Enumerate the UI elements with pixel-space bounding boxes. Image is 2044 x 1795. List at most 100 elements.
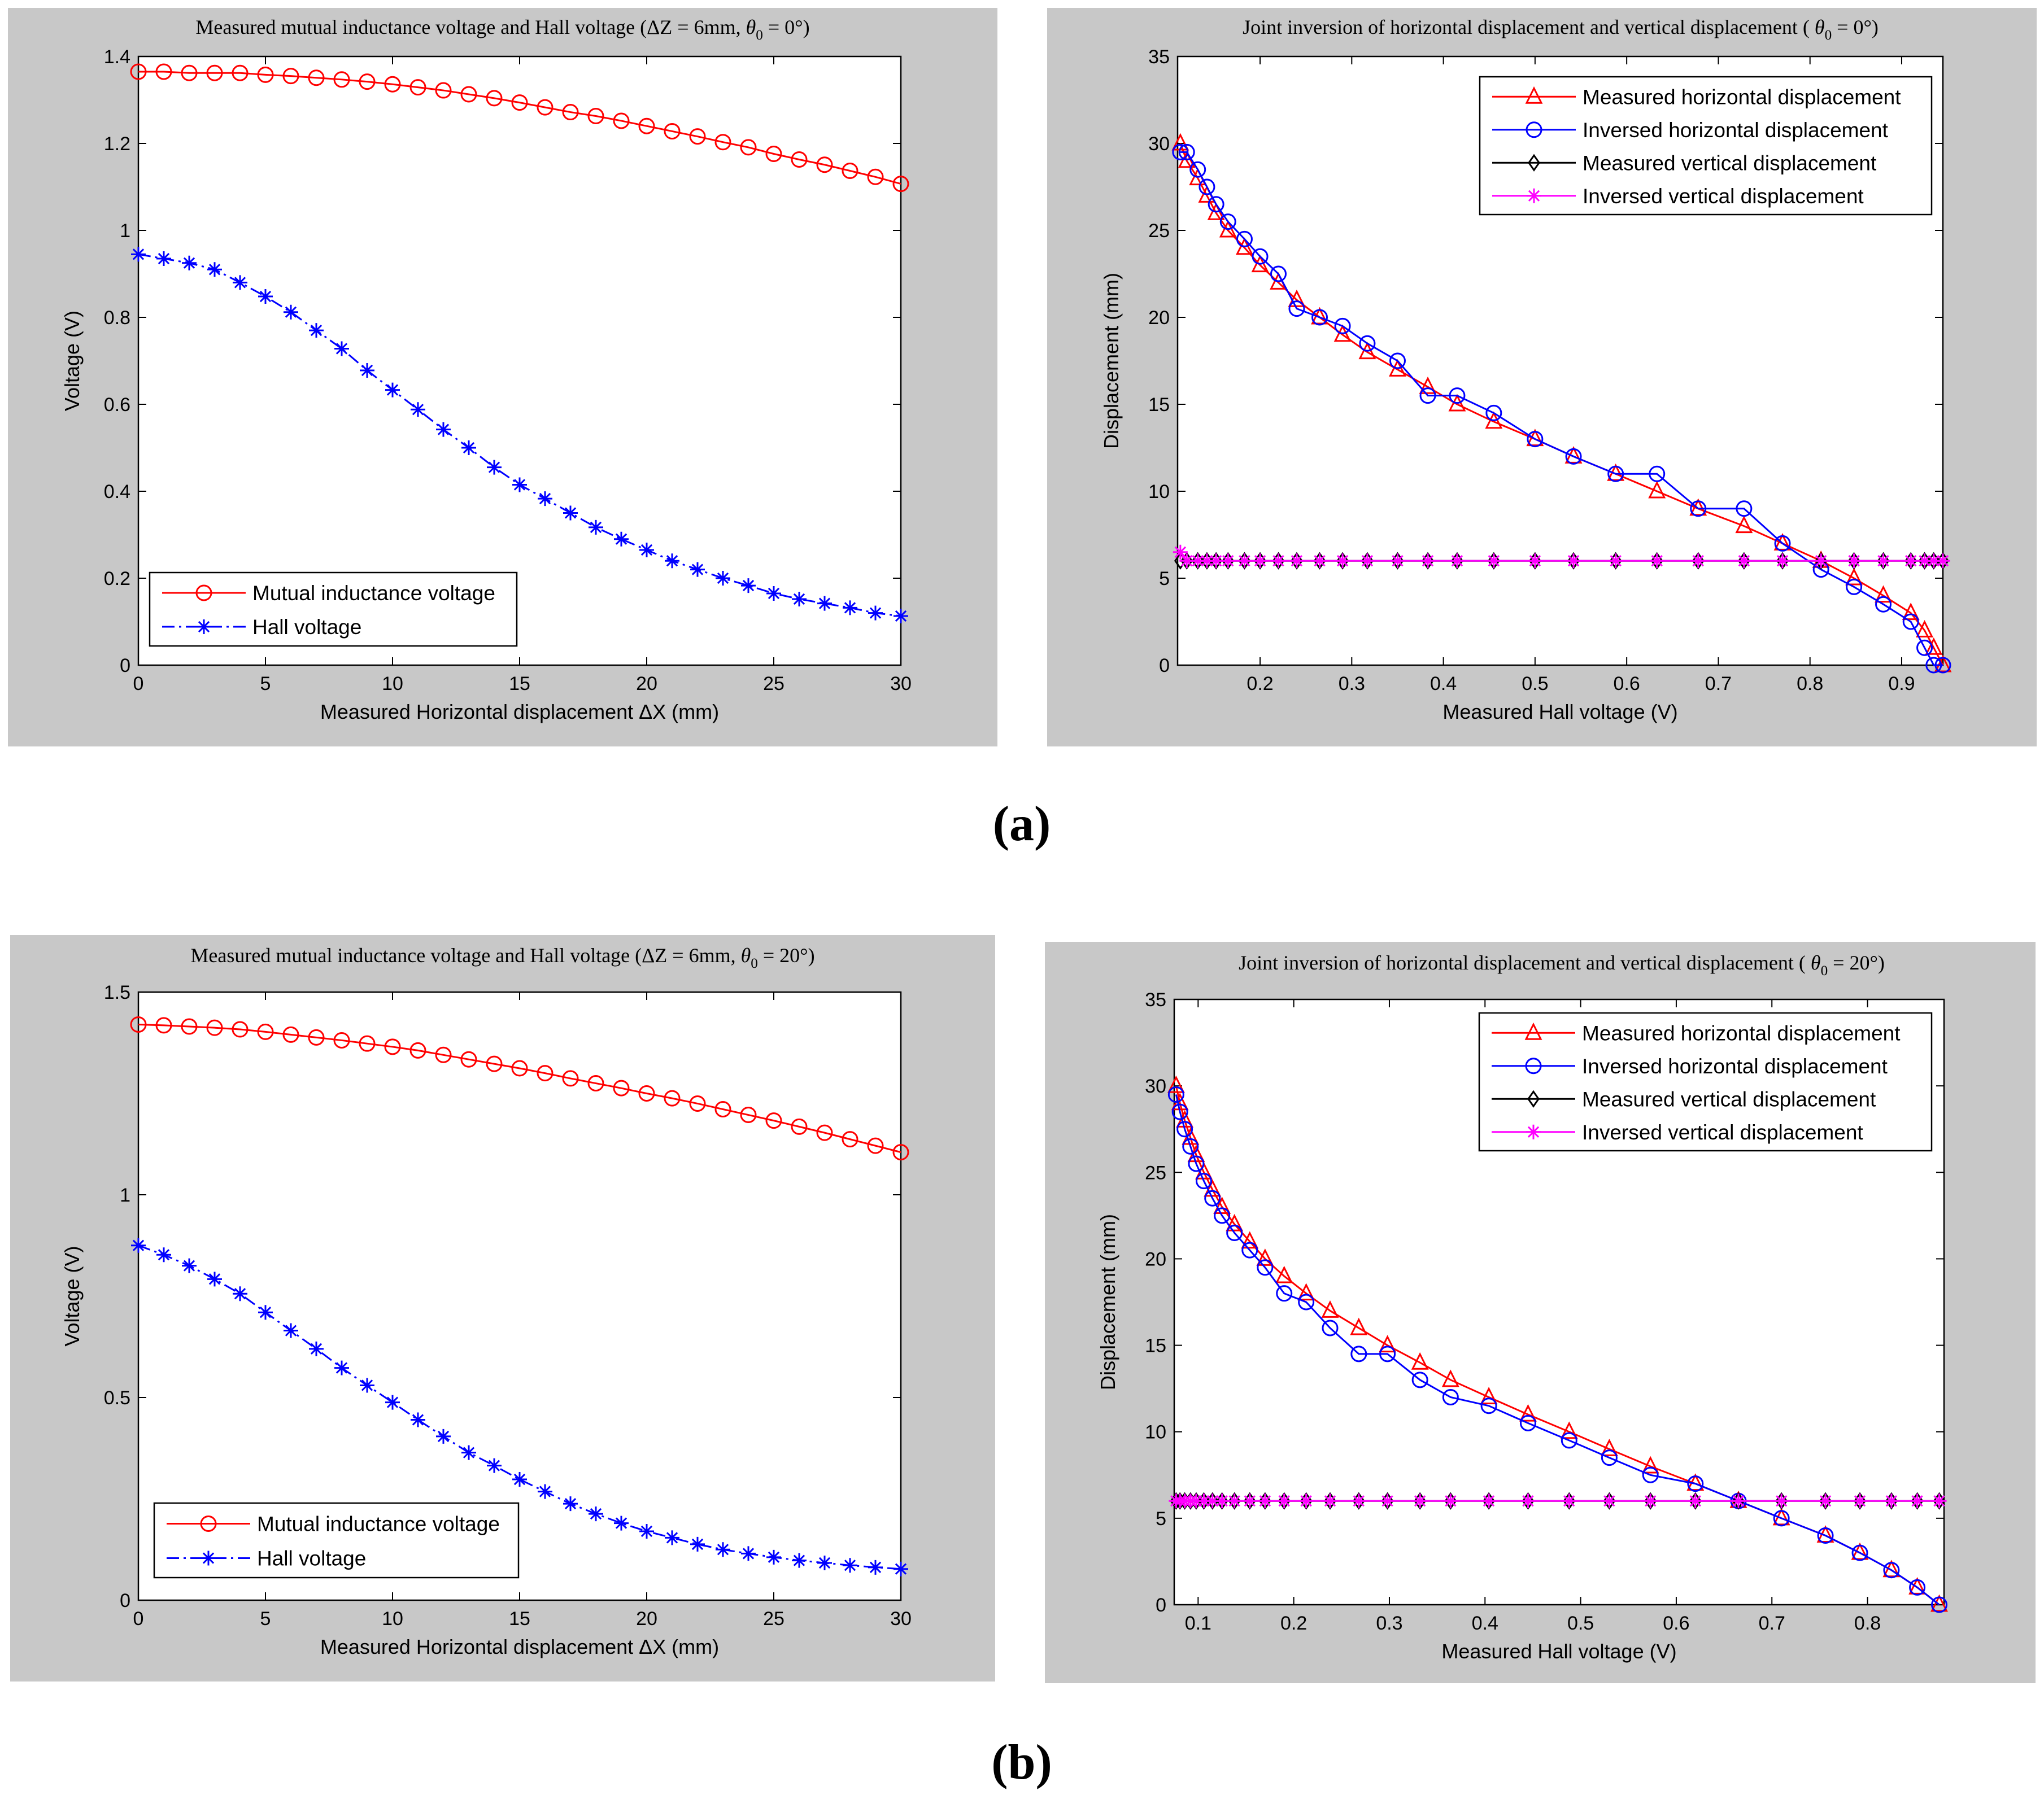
x-tick-label: 10 [382, 1608, 403, 1630]
data-point [638, 1085, 655, 1102]
data-point [1875, 596, 1892, 613]
data-point [766, 1549, 781, 1565]
legend-marker [200, 1516, 217, 1532]
data-point [665, 1530, 679, 1545]
data-point [1643, 1493, 1658, 1509]
data-point [181, 1018, 198, 1035]
data-point [1925, 637, 1943, 655]
y-tick-label: 0.5 [104, 1387, 130, 1409]
legend-marker [1526, 1124, 1541, 1139]
data-point [1736, 553, 1751, 569]
data-point [1358, 342, 1376, 360]
data-point [1917, 553, 1932, 569]
x-tick-label: 15 [509, 1608, 530, 1630]
data-point [1419, 376, 1437, 394]
x-tick-label: 15 [509, 673, 530, 695]
data-point [892, 176, 909, 193]
data-point [1932, 1493, 1947, 1509]
data-point [1600, 1438, 1618, 1456]
data-point [233, 1286, 247, 1302]
data-point [1209, 553, 1224, 569]
data-point [511, 1060, 528, 1077]
data-point [1846, 553, 1862, 569]
data-point [1276, 1493, 1292, 1509]
series-mutual-inductance-voltage [130, 63, 909, 193]
data-point [792, 591, 807, 606]
y-tick-label: 1.4 [104, 46, 130, 68]
data-point [309, 323, 324, 338]
data-point [1560, 1421, 1578, 1439]
series-line [138, 71, 901, 185]
chart-title: Measured mutual inductance voltage and H… [190, 944, 814, 971]
y-tick-label: 20 [1148, 307, 1170, 329]
data-point [1208, 196, 1224, 213]
data-point [411, 1412, 425, 1427]
data-point [1565, 448, 1582, 465]
legend-label: Measured horizontal displacement [1583, 85, 1901, 108]
data-point [1379, 1335, 1397, 1353]
chart-title: Measured mutual inductance voltage and H… [195, 16, 809, 43]
plot-area [138, 56, 901, 665]
data-point [435, 82, 452, 99]
data-point [1179, 553, 1195, 569]
data-point [1359, 553, 1375, 569]
x-tick-label: 25 [763, 673, 785, 695]
data-point [791, 1118, 808, 1135]
y-tick-label: 20 [1145, 1248, 1166, 1270]
x-tick-label: 0 [133, 673, 144, 695]
data-point [232, 64, 249, 81]
data-point [1413, 1493, 1428, 1509]
data-point [1271, 553, 1286, 569]
data-point [1930, 1594, 1948, 1612]
data-point [1735, 516, 1753, 534]
y-tick-label: 10 [1148, 481, 1170, 503]
data-point [1527, 431, 1544, 448]
y-tick-label: 5 [1156, 1508, 1166, 1530]
data-point [411, 402, 425, 417]
data-point [894, 1561, 908, 1576]
data-point [1236, 230, 1253, 247]
data-point [1916, 639, 1933, 656]
data-point [1449, 387, 1466, 404]
data-point [182, 1258, 197, 1273]
legend-marker [197, 619, 211, 634]
data-point [130, 1016, 147, 1033]
data-point [1486, 553, 1501, 569]
data-point [1389, 352, 1406, 369]
data-point [1773, 1510, 1790, 1527]
data-point [740, 139, 757, 156]
legend-label: Inversed horizontal displacement [1582, 1055, 1888, 1078]
data-point [716, 1542, 730, 1557]
data-point [384, 1038, 401, 1055]
series-inversed-horizontal-displacement [1167, 1086, 1948, 1613]
legend-label: Measured horizontal displacement [1582, 1021, 1901, 1045]
data-point [1213, 1196, 1231, 1215]
data-point [894, 608, 908, 623]
y-tick-label: 0.6 [104, 394, 130, 416]
legend: Mutual inductance voltage Hall voltage [149, 571, 518, 647]
data-point [538, 1484, 552, 1499]
data-point [1167, 1075, 1185, 1093]
legend-marker [1528, 154, 1540, 172]
data-point [1226, 1213, 1244, 1231]
data-point [155, 63, 172, 80]
data-point [233, 275, 247, 290]
data-point [1237, 553, 1252, 569]
data-point [436, 1429, 451, 1444]
data-point [1641, 1456, 1659, 1474]
data-point [1814, 553, 1829, 569]
data-point [537, 1065, 554, 1082]
data-point [511, 94, 528, 111]
data-point [1350, 1317, 1368, 1335]
data-point [1884, 1493, 1899, 1509]
y-tick-label: 35 [1145, 989, 1166, 1011]
data-point [1845, 567, 1863, 586]
data-point [867, 1137, 884, 1154]
y-tick-label: 0 [1156, 1595, 1166, 1616]
x-tick-label: 0.7 [1705, 673, 1732, 695]
data-point [1774, 1493, 1789, 1509]
data-point [1909, 1579, 1926, 1596]
data-point [1214, 1493, 1230, 1509]
data-point [792, 1553, 807, 1568]
data-point [359, 1035, 376, 1052]
